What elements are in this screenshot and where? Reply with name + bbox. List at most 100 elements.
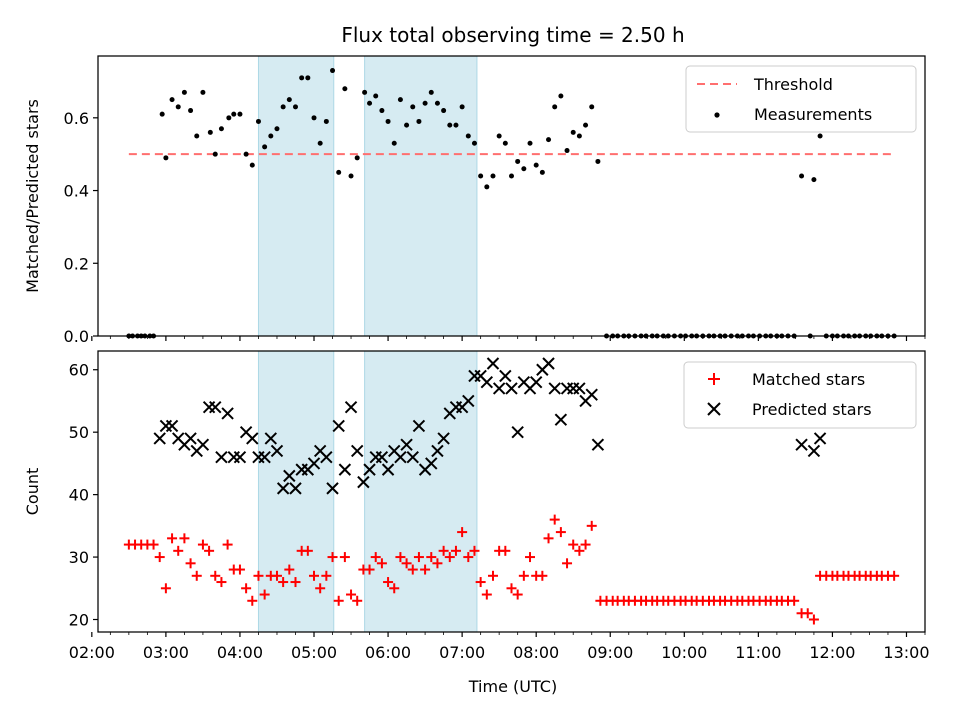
- predicted-star-point: [480, 376, 494, 389]
- measurement-point: [311, 115, 317, 121]
- measurement-point: [207, 129, 213, 135]
- measurement-point: [521, 166, 527, 172]
- top-legend: Threshold Measurements: [685, 65, 917, 133]
- matched-star-point: [247, 595, 258, 606]
- matched-star-point: [580, 539, 591, 550]
- matched-star-point: [179, 533, 190, 544]
- matched-star-point: [352, 595, 363, 606]
- x-tick-label: 10:00: [661, 643, 707, 662]
- predicted-star-point: [344, 400, 358, 414]
- x-axis-label: Time (UTC): [468, 677, 557, 696]
- shaded-interval-1: [258, 56, 334, 336]
- predicted-star-point: [591, 438, 605, 451]
- matched-star-point: [487, 570, 498, 581]
- x-tick-label: 07:00: [439, 643, 485, 662]
- measurement-point: [280, 104, 286, 110]
- predicted-star-point: [351, 444, 364, 458]
- matched-star-point: [512, 589, 523, 600]
- bottom-y-axis-label: Count: [23, 468, 42, 516]
- predicted-star-point: [357, 475, 370, 489]
- matched-star-point: [321, 570, 332, 581]
- measurement-point: [799, 173, 805, 179]
- predicted-star-point: [246, 432, 259, 445]
- predicted-star-point: [431, 444, 444, 458]
- matched-star-point: [426, 552, 437, 563]
- measurement-point: [243, 151, 249, 157]
- measurement-point: [558, 93, 564, 99]
- matched-star-point: [469, 545, 480, 556]
- measurement-point: [564, 148, 570, 154]
- predicted-star-point: [412, 419, 426, 433]
- y-tick-label: 0.2: [64, 254, 89, 273]
- counts-panel: 20 30 40 50 60 02:00 03:00 04:00 05:00 06:00 07:0…: [23, 350, 930, 696]
- measurement-point: [539, 169, 545, 175]
- predicted-star-point: [499, 369, 512, 383]
- predicted-star-point: [529, 376, 543, 389]
- matched-star-point: [444, 552, 455, 563]
- predicted-star-point: [573, 382, 586, 395]
- predicted-star-point: [153, 432, 166, 445]
- predicted-star-point: [807, 444, 821, 458]
- matched-stars-series: [123, 514, 900, 625]
- measurement-point: [422, 100, 428, 106]
- y-tick-label: 50: [69, 423, 89, 442]
- measurement-point: [379, 108, 385, 114]
- matched-star-point: [481, 589, 492, 600]
- measurement-point: [595, 158, 601, 164]
- predicted-star-point: [813, 432, 827, 445]
- matched-star-point: [789, 595, 800, 606]
- x-tick-label: 03:00: [143, 643, 189, 662]
- matched-star-point: [401, 558, 412, 569]
- matched-star-point: [506, 583, 517, 594]
- measurement-point: [502, 140, 508, 146]
- matched-star-point: [395, 552, 406, 563]
- measurement-point: [428, 89, 434, 95]
- predicted-star-point: [492, 382, 506, 395]
- predicted-star-point: [165, 419, 179, 433]
- measurement-point: [410, 104, 416, 110]
- predicted-star-point: [548, 382, 561, 395]
- matched-star-point: [259, 589, 270, 600]
- predicted-star-point: [221, 407, 234, 420]
- y-tick-label: 20: [69, 611, 89, 630]
- predicted-star-point: [406, 450, 419, 464]
- x-tick-label: 06:00: [365, 643, 411, 662]
- matched-star-point: [191, 570, 202, 581]
- predicted-star-point: [394, 450, 407, 464]
- matched-star-point: [204, 545, 215, 556]
- measurement-point: [367, 100, 373, 106]
- measurement-point: [292, 104, 298, 110]
- matched-star-point: [284, 564, 295, 575]
- measurement-point: [255, 118, 261, 124]
- matched-star-point: [525, 552, 536, 563]
- matched-star-point: [302, 545, 313, 556]
- measurement-point: [268, 133, 274, 139]
- measurement-point: [212, 151, 218, 157]
- matched-star-point: [370, 552, 381, 563]
- measurement-point: [453, 122, 459, 128]
- matched-star-point: [463, 552, 474, 563]
- shaded-interval-2: [364, 56, 477, 336]
- predicted-star-point: [511, 425, 524, 439]
- bottom-x-ticks: 02:00 03:00 04:00 05:00 06:00 07:00 08:00 09:00…: [69, 632, 930, 662]
- measurement-point: [373, 93, 379, 99]
- predicted-star-point: [462, 394, 475, 408]
- measurement-point: [552, 104, 558, 110]
- predicted-star-point: [196, 438, 210, 451]
- measurement-point: [589, 104, 595, 110]
- measurement-point: [817, 133, 823, 139]
- predicted-star-point: [307, 457, 321, 470]
- matched-star-point: [290, 577, 301, 588]
- measurement-point: [465, 133, 471, 139]
- matched-star-point: [160, 583, 171, 594]
- predicted-star-point: [215, 450, 228, 464]
- measurement-point: [509, 173, 514, 179]
- predicted-star-point: [258, 450, 271, 464]
- predicted-star-point: [381, 463, 395, 476]
- x-tick-label: 08:00: [513, 643, 559, 662]
- x-tick-label: 13:00: [883, 643, 929, 662]
- legend-predicted-label: Predicted stars: [752, 400, 872, 419]
- matched-star-point: [222, 539, 233, 550]
- predicted-star-point: [486, 357, 500, 370]
- measurement-point: [218, 126, 224, 132]
